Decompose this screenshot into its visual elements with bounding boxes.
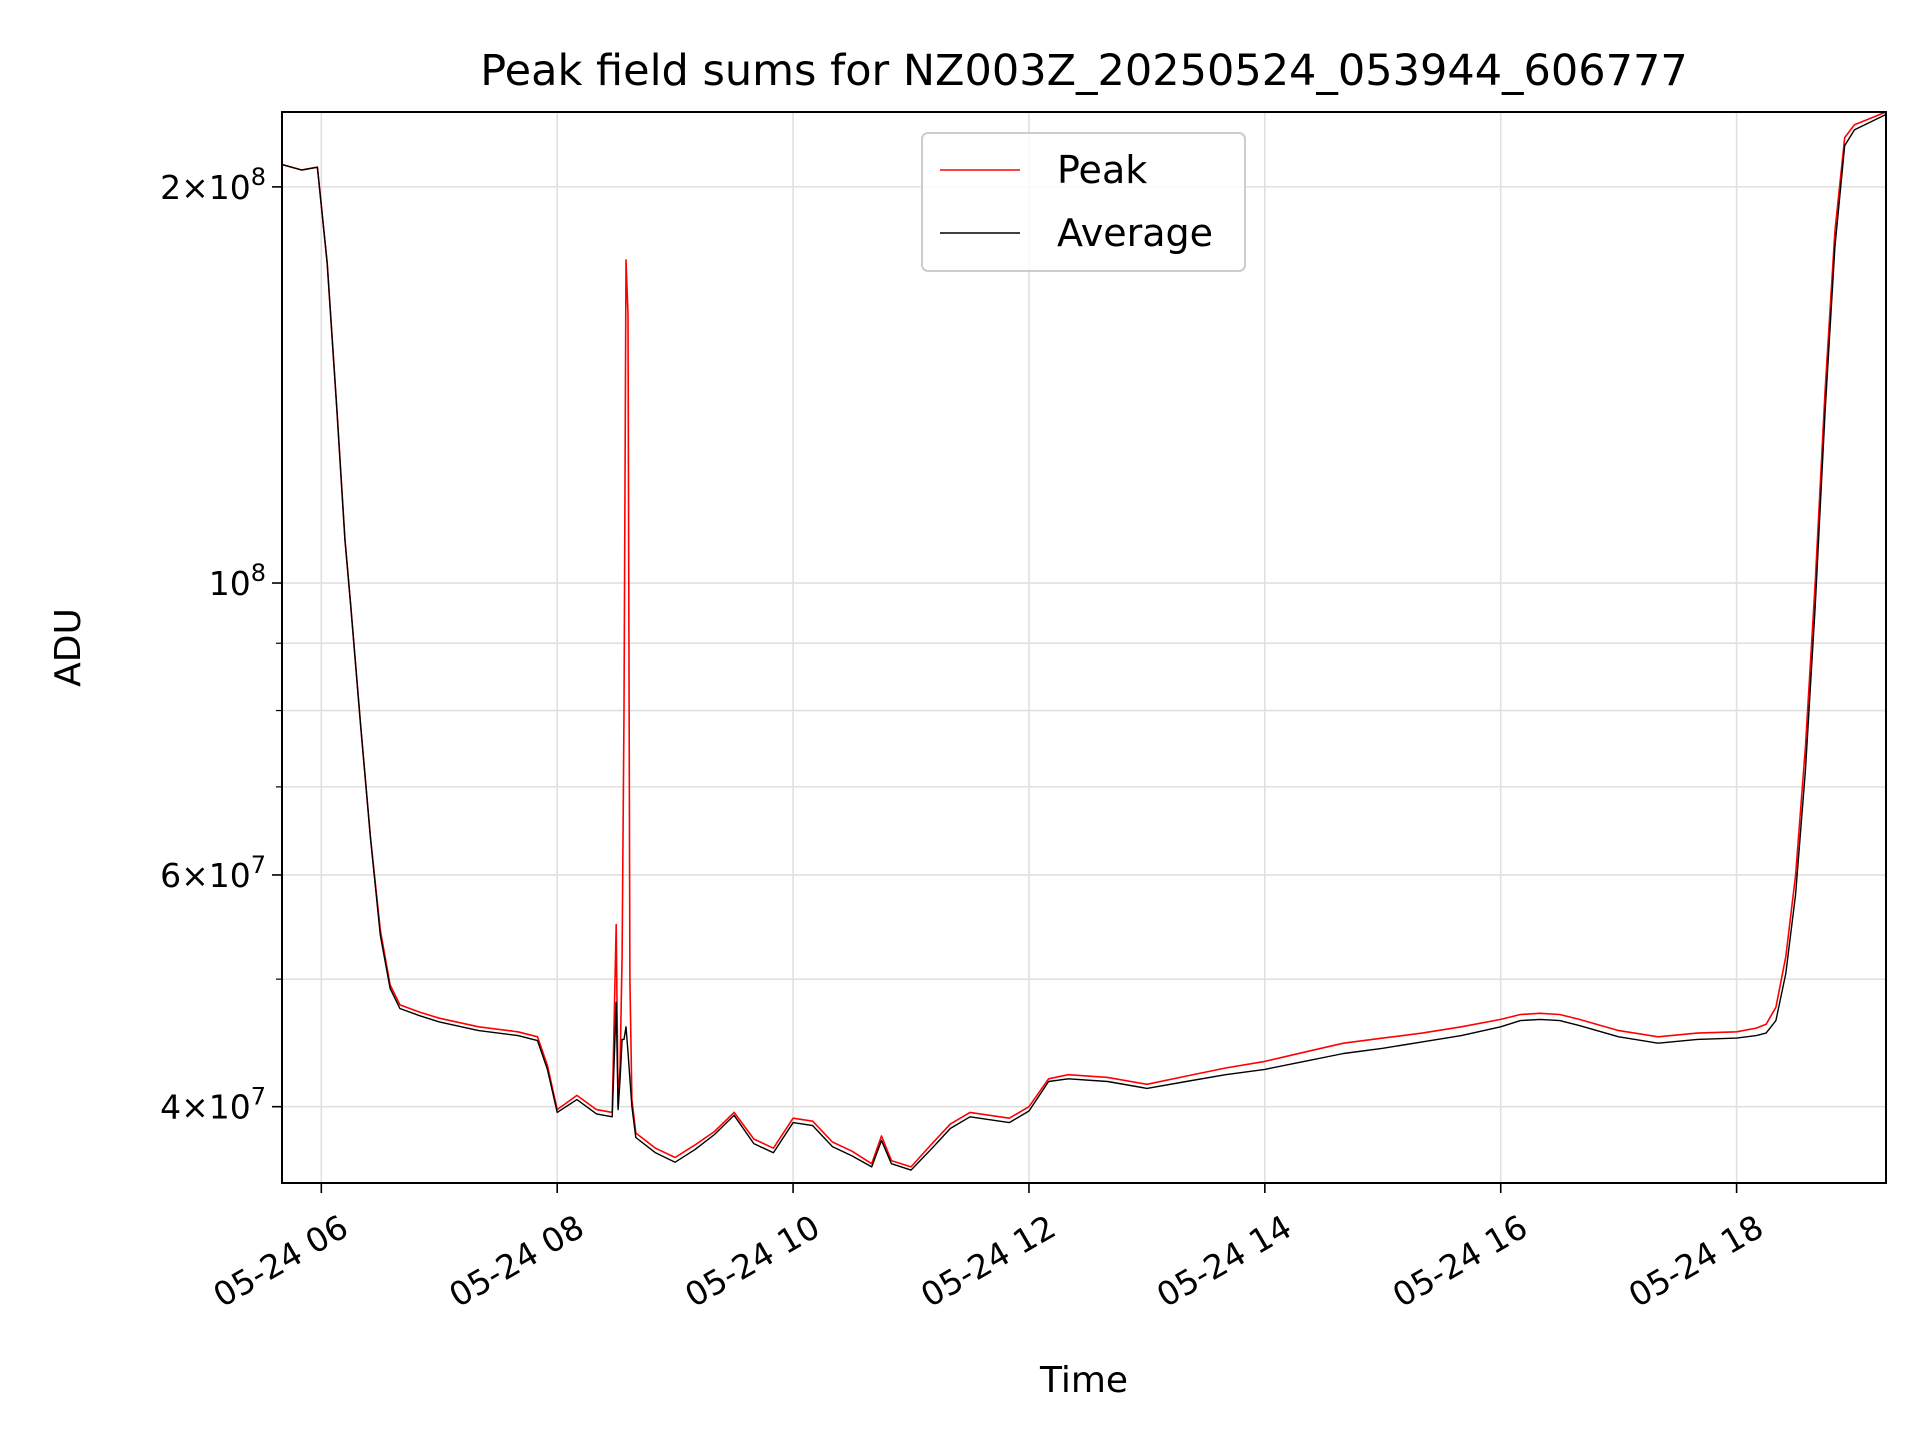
y-tick-exponent: 7 (251, 851, 266, 879)
y-tick-exponent: 8 (251, 559, 266, 587)
y-tick-base: 10 (209, 1088, 251, 1127)
y-tick-label: 108 (209, 559, 266, 603)
y-tick-label: 6×107 (160, 851, 266, 895)
legend: Peak Average (921, 132, 1246, 272)
legend-label-peak: Peak (1057, 148, 1147, 192)
y-tick-mantissa: 4 (160, 1088, 181, 1127)
y-tick-base: 10 (209, 564, 251, 603)
y-tick-label: 4×107 (160, 1083, 266, 1127)
chart-title: Peak field sums for NZ003Z_20250524_0539… (480, 46, 1687, 96)
series-line-peak (282, 112, 1886, 1168)
y-axis-label: ADU (48, 608, 89, 687)
y-tick-times: × (181, 168, 209, 207)
y-tick-mantissa: 2 (160, 168, 181, 207)
series-line-average (282, 113, 1886, 1171)
y-tick-base: 10 (209, 856, 251, 895)
x-axis-label: Time (1039, 1360, 1128, 1401)
y-tick-times: × (181, 856, 209, 895)
y-tick-exponent: 7 (251, 1083, 266, 1111)
legend-box (921, 132, 1246, 272)
y-tick-label: 2×108 (160, 163, 266, 207)
y-tick-times: × (181, 1088, 209, 1127)
y-tick-mantissa: 6 (160, 856, 181, 895)
y-tick-base: 10 (209, 168, 251, 207)
legend-label-average: Average (1057, 211, 1213, 255)
plot-lines (282, 112, 1886, 1171)
plot-frame (281, 111, 1887, 1184)
y-tick-exponent: 8 (251, 163, 266, 191)
